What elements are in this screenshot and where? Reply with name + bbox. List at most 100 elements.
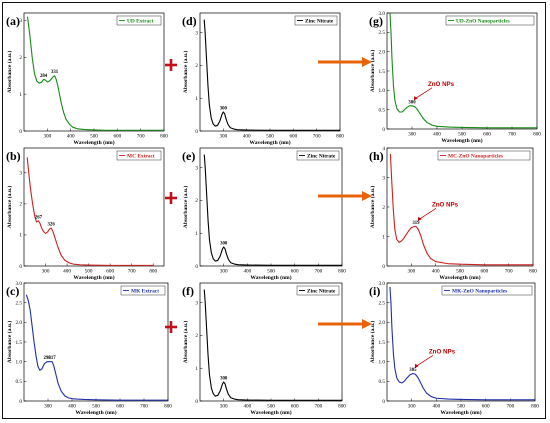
x-tick-label: 400 [432, 269, 440, 275]
y-tick-label: 2.0 [16, 320, 23, 326]
annotation-arrow-line [414, 87, 433, 100]
y-tick-label: 3.0 [379, 281, 386, 287]
legend-box [116, 150, 162, 161]
panel-label: (g) [369, 14, 383, 28]
arrow-right-icon [318, 319, 372, 329]
y-tick-label: 1 [195, 96, 198, 102]
panel-label: (e) [182, 149, 195, 163]
x-tick-label: 300 [42, 269, 50, 275]
x-tick-label: 600 [113, 134, 121, 140]
x-tick-label: 300 [220, 269, 228, 275]
y-axis-label: Absorbance (a.u.) [369, 50, 376, 93]
x-tick-label: 600 [291, 404, 299, 410]
x-tick-label: 500 [85, 269, 93, 275]
panel-h: 300 400 500 600 700 800 0 1 2 3 4 Wavelength (nm) Ab… [369, 146, 537, 281]
x-tick-label: 400 [67, 134, 75, 140]
x-tick-label: 600 [106, 269, 114, 275]
x-tick-label: 300 [408, 132, 416, 138]
legend-label: Zinc Nitrate [307, 153, 336, 159]
y-tick-label: 2.0 [379, 320, 386, 326]
peak-label: 300 [220, 376, 228, 381]
y-axis-label: Absorbance (a.u.) [182, 186, 189, 229]
panel-g: 300 400 500 600 700 800 0 0.5 1.0 1.5 2.0 2.5 3.0 Wav… [369, 11, 541, 144]
panel-label: (i) [369, 284, 380, 298]
legend-label: Zinc Nitrate [305, 18, 334, 24]
x-tick-label: 400 [63, 269, 71, 275]
y-tick-label: 2 [19, 55, 22, 61]
y-axis-label: Absorbance (a.u.) [182, 51, 189, 94]
y-tick-label: 2.5 [379, 30, 386, 36]
x-tick-label: 700 [140, 404, 148, 410]
x-tick-label: 600 [289, 134, 297, 140]
y-tick-label: 0 [382, 399, 385, 405]
x-axis-label: Wavelength (nm) [73, 274, 114, 281]
peak-label: 267 [35, 215, 43, 220]
y-axis-label: Absorbance (a.u.) [369, 321, 376, 364]
y-tick-label: 3.0 [379, 11, 386, 17]
panel-d: 300 400 500 600 700 800 0 1 2 3 Wavelength (nm) Abs… [182, 12, 344, 146]
plot-frame [386, 12, 538, 130]
panel-label: (c) [6, 284, 19, 298]
x-tick-label: 300 [219, 134, 227, 140]
x-tick-label: 700 [313, 134, 321, 140]
x-axis-label: Wavelength (nm) [75, 409, 116, 416]
peak-label: 284 [40, 74, 48, 79]
y-tick-label: 0 [382, 127, 385, 133]
plot-frame [23, 282, 169, 402]
x-tick-label: 500 [458, 132, 466, 138]
panel-c: 300 400 500 600 700 800 0 0.5 1.0 1.5 2.0 2.5 3.0 Wav… [6, 281, 172, 416]
plot-frame [199, 147, 343, 267]
panel-label: (a) [6, 14, 20, 28]
x-tick-label: 400 [243, 404, 251, 410]
y-tick-label: 2.5 [379, 300, 386, 306]
x-tick-label: 800 [529, 269, 537, 275]
y-tick-label: 2 [19, 202, 22, 208]
x-tick-label: 800 [533, 132, 541, 138]
annotation-arrow-line [418, 208, 437, 220]
y-tick-label: 3 [19, 18, 22, 24]
series-line [26, 157, 154, 266]
y-tick-label: 1 [195, 231, 198, 237]
x-tick-label: 600 [482, 404, 490, 410]
annotation-label: ZnO NPs [432, 201, 459, 208]
panel-i: 300 400 500 600 700 800 0 0.5 1.0 1.5 2.0 2.5 3.0 Wav… [369, 281, 539, 416]
legend-label: UD Extract [127, 18, 154, 24]
annotation-label: ZnO NPs [428, 81, 455, 88]
y-tick-label: 1 [19, 92, 22, 98]
y-tick-label: 4 [382, 146, 385, 152]
y-tick-label: 3 [195, 165, 198, 171]
legend-box [437, 150, 531, 161]
series-line [203, 289, 342, 401]
x-tick-label: 700 [505, 269, 513, 275]
y-tick-label: 0 [195, 129, 198, 135]
plot-frame [23, 12, 165, 132]
y-tick-label: 0 [195, 399, 198, 405]
x-axis-label: Wavelength (nm) [441, 137, 482, 144]
peak-label: 331 [51, 70, 59, 75]
x-tick-label: 400 [433, 132, 441, 138]
arrow-right-icon [318, 57, 372, 67]
arrow-right-icon [318, 191, 372, 201]
peak-label: 300 [408, 100, 416, 105]
x-tick-label: 800 [164, 404, 172, 410]
x-tick-label: 500 [92, 404, 100, 410]
y-tick-label: 2 [195, 63, 198, 69]
y-tick-label: 1 [195, 366, 198, 372]
y-tick-label: 0.5 [16, 379, 23, 385]
x-tick-label: 400 [68, 404, 76, 410]
x-tick-label: 700 [508, 132, 516, 138]
x-axis-label: Wavelength (nm) [439, 274, 480, 281]
series-line [389, 153, 533, 266]
panel-f: 300 400 500 600 700 800 0 1 2 3 Wavelength (nm) Abs… [182, 282, 346, 416]
panel-label: (d) [182, 14, 197, 28]
panel-label: (h) [369, 149, 384, 163]
annotation-arrow-line [415, 355, 434, 367]
x-tick-label: 400 [243, 134, 251, 140]
y-axis-label: Absorbance (a.u.) [369, 186, 376, 229]
y-tick-label: 1 [19, 233, 22, 239]
x-tick-label: 700 [506, 404, 514, 410]
y-tick-label: 1.5 [379, 340, 386, 346]
y-tick-label: 3.0 [16, 281, 23, 287]
panel-a: 300 400 500 600 700 800 0 1 2 3 Wavelength (nm) Abs… [6, 12, 168, 146]
